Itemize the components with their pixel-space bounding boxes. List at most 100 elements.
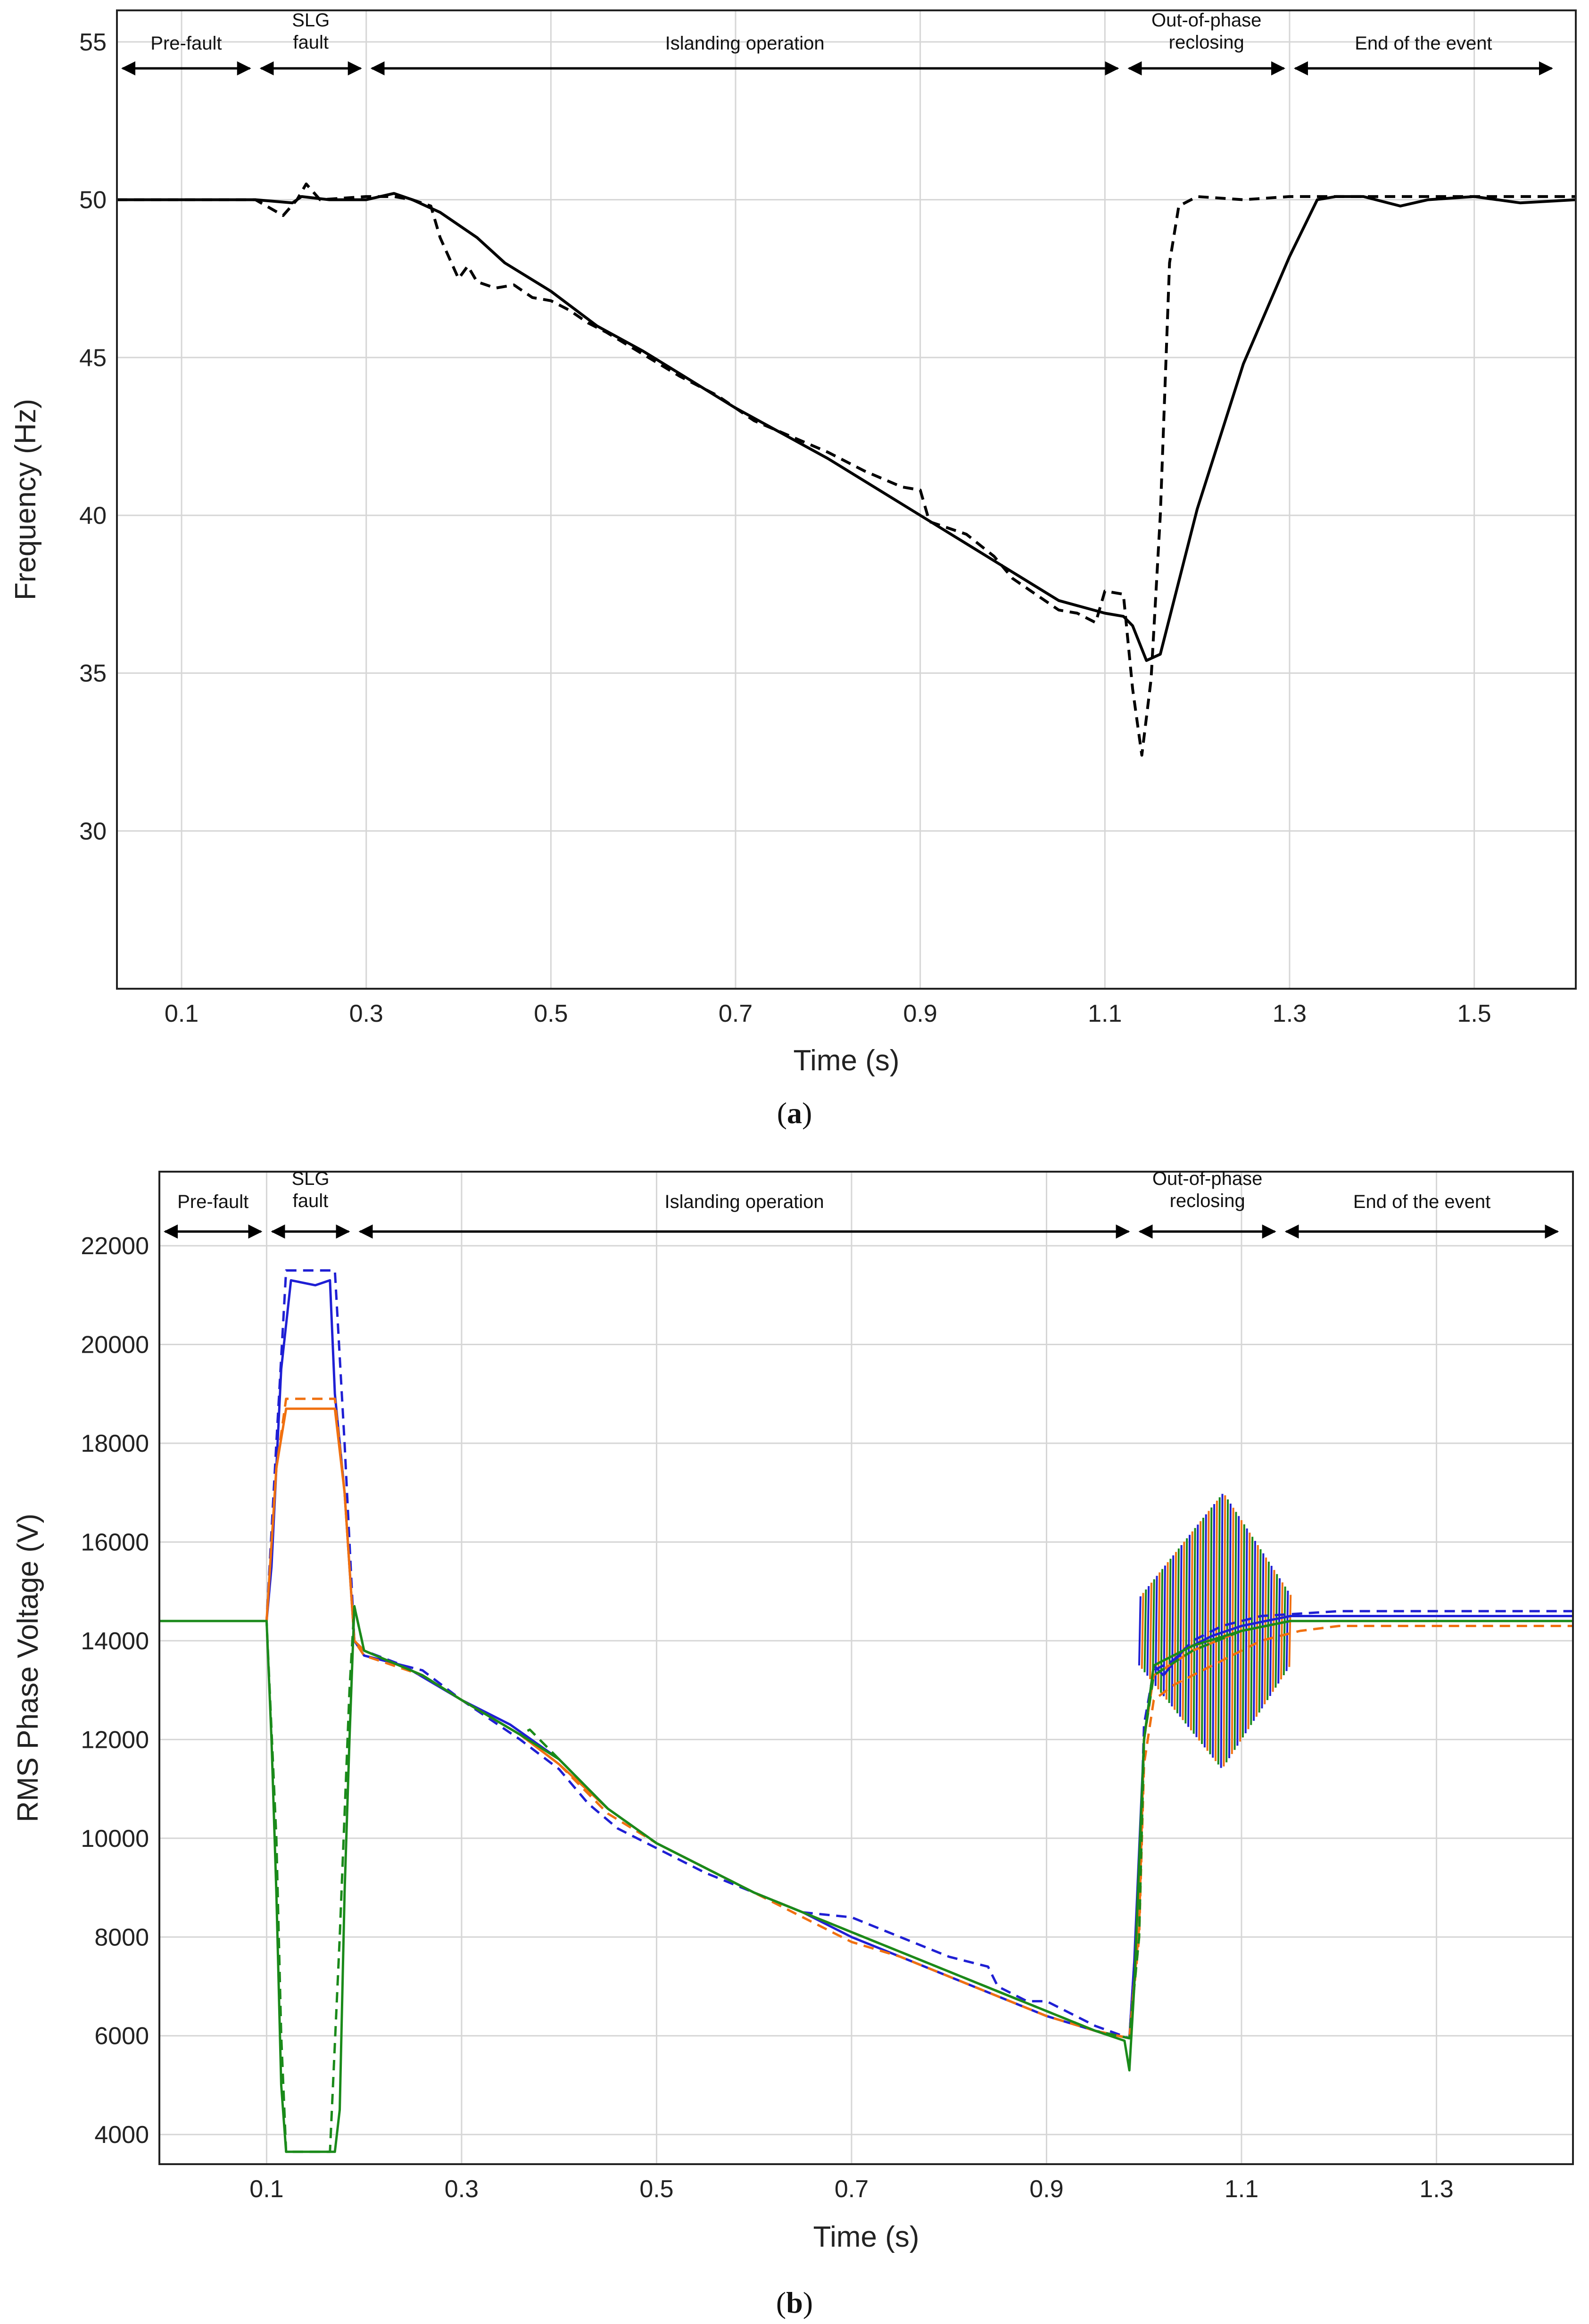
- oscillation-stroke: [1141, 1593, 1144, 1669]
- oscillation-stroke: [1143, 1589, 1147, 1672]
- x-tick-label: 0.5: [534, 1000, 568, 1027]
- oscillation-stroke: [1195, 1524, 1199, 1737]
- oscillation-stroke: [1215, 1500, 1218, 1762]
- oscillation-stroke: [1179, 1545, 1183, 1717]
- phase-label: reclosing: [1170, 1191, 1245, 1211]
- phase-label: Islanding operation: [665, 1191, 824, 1212]
- phase-label: fault: [293, 32, 329, 53]
- phase-label: fault: [293, 1191, 329, 1211]
- oscillation-stroke: [1192, 1528, 1196, 1734]
- oscillation-stroke: [1233, 1512, 1237, 1750]
- x-tick-label: 0.9: [1029, 2175, 1063, 2203]
- y-tick-label: 45: [79, 344, 107, 372]
- oscillation-stroke: [1258, 1549, 1262, 1713]
- phase-label: Pre-fault: [177, 1191, 248, 1212]
- x-tick-label: 1.1: [1088, 1000, 1122, 1027]
- y-tick-label: 18000: [81, 1430, 149, 1457]
- oscillation-stroke: [1261, 1553, 1265, 1709]
- oscillation-stroke: [1198, 1521, 1202, 1741]
- y-tick-label: 10000: [81, 1825, 149, 1853]
- y-tick-label: 50: [79, 187, 107, 214]
- oscillation-stroke: [1288, 1595, 1292, 1667]
- oscillation-stroke: [1176, 1548, 1180, 1713]
- series-line-5: [159, 1605, 1573, 2153]
- phase-label: End of the event: [1353, 1191, 1490, 1212]
- series-line-3: [159, 1398, 1573, 2040]
- x-tick-label: 1.3: [1419, 2175, 1453, 2203]
- y-tick-label: 16000: [81, 1529, 149, 1556]
- x-tick-label: 1.5: [1457, 1000, 1491, 1027]
- y-tick-label: 14000: [81, 1628, 149, 1655]
- y-tick-label: 30: [79, 818, 107, 845]
- x-tick-label: 0.1: [249, 2175, 283, 2203]
- chart-frequency: 0.1 0.3 0.5 0.7 0.9 1.1 1.3 1.5 30 35 40 45 50 55 Time…: [9, 9, 1577, 1077]
- y-tick-label: 40: [79, 502, 107, 529]
- oscillation-stroke: [1275, 1574, 1278, 1688]
- series-line-1: [117, 192, 1576, 662]
- y-tick-label: 35: [79, 660, 107, 687]
- phase-label: Islanding operation: [665, 33, 825, 54]
- x-tick-label: 0.3: [445, 2175, 479, 2203]
- oscillation-stroke: [1253, 1541, 1256, 1721]
- oscillation-stroke: [1203, 1514, 1207, 1748]
- x-tick-label: 0.9: [903, 1000, 937, 1027]
- oscillation-stroke: [1163, 1565, 1166, 1696]
- oscillation-stroke: [1174, 1552, 1177, 1710]
- oscillation-stroke: [1266, 1562, 1270, 1700]
- oscillation-stroke: [1165, 1562, 1169, 1700]
- y-tick-label: 4000: [94, 2121, 149, 2149]
- oscillation-stroke: [1269, 1565, 1273, 1696]
- y-tick-label: 55: [79, 29, 107, 56]
- oscillation-stroke: [1255, 1545, 1259, 1717]
- oscillation-stroke: [1187, 1535, 1191, 1727]
- plot-frame: [158, 1171, 1574, 2165]
- y-tick-label: 6000: [94, 2023, 149, 2050]
- x-tick-label: 0.7: [719, 1000, 753, 1027]
- y-axis-title: RMS Phase Voltage (V): [12, 1513, 44, 1822]
- oscillation-stroke: [1283, 1586, 1286, 1676]
- series-line-2: [117, 182, 1576, 757]
- oscillation-stroke: [1171, 1555, 1175, 1707]
- oscillation-stroke: [1138, 1596, 1142, 1666]
- oscillation-stroke: [1285, 1590, 1289, 1671]
- caption-a: (a): [777, 1096, 812, 1130]
- x-tick-label: 0.7: [835, 2175, 869, 2203]
- y-axis-title: Frequency (Hz): [9, 399, 42, 600]
- phase-label: SLG: [291, 1168, 329, 1189]
- oscillation-stroke: [1277, 1578, 1281, 1684]
- x-tick-label: 0.5: [639, 2175, 673, 2203]
- oscillation-stroke: [1250, 1537, 1254, 1725]
- phase-label: Out-of-phase: [1151, 10, 1261, 31]
- caption-b: (b): [776, 2286, 813, 2319]
- x-tick-label: 0.3: [349, 1000, 383, 1027]
- y-tick-label: 8000: [94, 1924, 149, 1951]
- x-tick-label: 1.1: [1225, 2175, 1258, 2203]
- phase-label: Out-of-phase: [1152, 1168, 1262, 1189]
- phase-label: reclosing: [1169, 32, 1244, 53]
- oscillation-stroke: [1206, 1511, 1210, 1751]
- oscillation-stroke: [1182, 1541, 1185, 1720]
- oscillation-stroke: [1272, 1570, 1275, 1692]
- plot-frame: [116, 9, 1577, 990]
- oscillation-stroke: [1280, 1582, 1283, 1679]
- y-tick-label: 20000: [81, 1332, 149, 1359]
- oscillation-stroke: [1168, 1558, 1172, 1703]
- oscillation-stroke: [1264, 1557, 1267, 1704]
- oscillation-stroke: [1146, 1586, 1150, 1676]
- phase-label: SLG: [292, 10, 330, 31]
- x-axis-title: Time (s): [794, 1044, 900, 1077]
- y-tick-label: 22000: [81, 1232, 149, 1260]
- phase-label: Pre-fault: [150, 33, 222, 54]
- oscillation-stroke: [1231, 1507, 1234, 1754]
- oscillation-stroke: [1190, 1531, 1193, 1730]
- oscillation-stroke: [1220, 1494, 1224, 1768]
- chart-rms-voltage: 0.1 0.3 0.5 0.7 0.9 1.1 1.3 4000 6000 8000 10000 12…: [12, 1168, 1574, 2253]
- series-line-2: [159, 1269, 1573, 2040]
- oscillation-stroke: [1217, 1497, 1221, 1765]
- oscillation-stroke: [1247, 1532, 1251, 1729]
- x-tick-label: 1.3: [1273, 1000, 1307, 1027]
- phase-label: End of the event: [1355, 33, 1492, 54]
- series-line-6: [159, 1605, 1573, 2153]
- oscillation-stroke: [1149, 1582, 1152, 1679]
